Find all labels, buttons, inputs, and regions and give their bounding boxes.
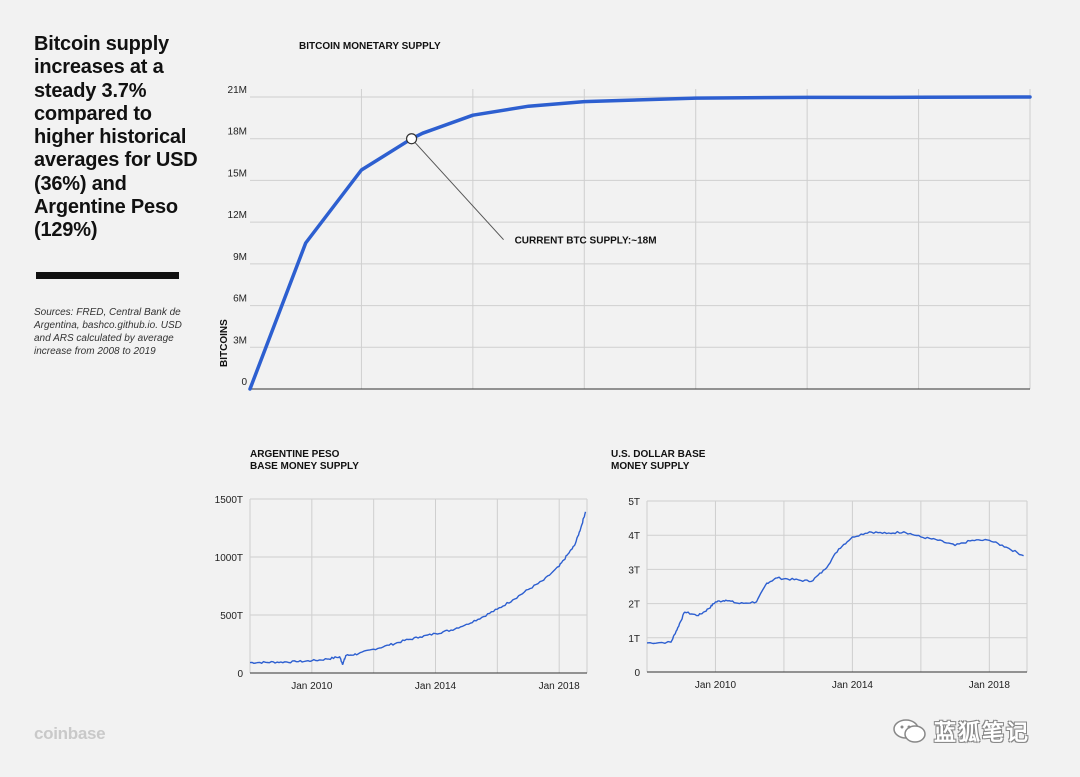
x-tick-label: Jan 2014 (832, 680, 874, 691)
y-tick-label: 12M (228, 210, 247, 221)
series-line-ars (249, 511, 587, 665)
y-tick-label: 0 (241, 377, 247, 388)
y-tick-label: 1T (628, 634, 640, 645)
us-dollar-chart: U.S. DOLLAR BASE MONEY SUPPLY 0 1T 2T 3T 4T 5… (611, 449, 1028, 691)
y-tick-label: 15M (228, 168, 247, 179)
chart-title-line-1: U.S. DOLLAR BASE (611, 449, 706, 460)
y-tick-label: 2T (628, 600, 640, 611)
y-tick-label: 1000T (215, 553, 243, 564)
y-tick-label: 9M (233, 252, 247, 263)
brand-logo: coinbase (34, 724, 106, 743)
current-supply-marker (405, 133, 418, 145)
chart-title-line-1: ARGENTINE PESO (250, 449, 340, 460)
annotation-label: CURRENT BTC SUPPLY:~18M (515, 236, 657, 247)
x-tick-label: Jan 2018 (969, 680, 1011, 691)
y-tick-label: 5T (628, 497, 640, 508)
headline: Bitcoin supply increases at a steady 3.7… (34, 33, 198, 242)
watermark-text: 蓝狐笔记 (934, 721, 1031, 746)
chart-title-line-2: MONEY SUPPLY (611, 461, 690, 472)
series-line-usd (646, 530, 1024, 645)
y-tick-label: 3M (233, 335, 247, 346)
y-tick-label: 3T (628, 565, 640, 576)
y-tick-label: 6M (233, 294, 247, 305)
sources-note: Sources: FRED, Central Bank de Argentina… (34, 307, 182, 357)
y-tick-label: 0 (237, 669, 243, 680)
y-tick-label: 18M (228, 127, 247, 138)
x-tick-label: Jan 2010 (291, 681, 333, 692)
series-line-bitcoin (248, 95, 1032, 391)
y-axis-label: BITCOINS (219, 319, 230, 367)
watermark: 蓝狐笔记 (892, 714, 1030, 748)
divider-bar (36, 272, 179, 279)
x-tick-label: Jan 2010 (695, 680, 737, 691)
y-tick-label: 1500T (215, 495, 243, 506)
annotation-leader-line (411, 138, 504, 241)
y-tick-label: 0 (634, 668, 640, 679)
y-tick-label: 500T (220, 611, 243, 622)
chart-title-line-2: BASE MONEY SUPPLY (250, 461, 359, 472)
x-tick-label: Jan 2014 (415, 681, 457, 692)
y-tick-label: 21M (228, 85, 247, 96)
x-tick-label: Jan 2018 (539, 681, 581, 692)
argentine-peso-chart: ARGENTINE PESO BASE MONEY SUPPLY 0 500T 10… (215, 449, 588, 692)
y-tick-label: 4T (628, 531, 640, 542)
chat-bubble-icon (893, 719, 926, 743)
chart-title: BITCOIN MONETARY SUPPLY (299, 41, 441, 52)
bitcoin-supply-chart: BITCOIN MONETARY SUPPLY BITCOINS 0 3M 6M 9M… (219, 41, 1032, 391)
